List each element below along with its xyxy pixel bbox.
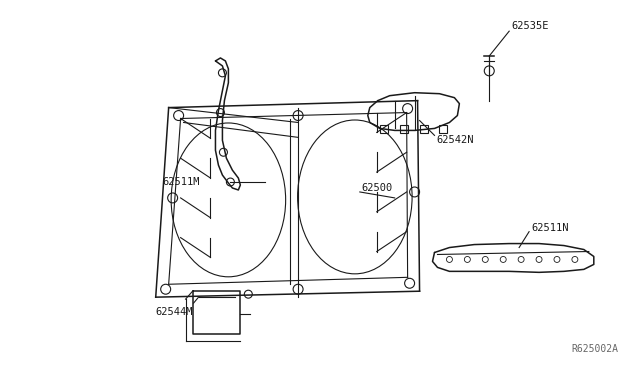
Bar <box>440 125 447 134</box>
Bar <box>380 125 388 134</box>
Bar <box>420 125 428 134</box>
Bar <box>399 125 408 134</box>
Text: 62535E: 62535E <box>511 21 548 31</box>
Text: 62511M: 62511M <box>163 177 200 187</box>
Text: 62511N: 62511N <box>531 223 568 233</box>
Text: 62542N: 62542N <box>436 135 474 145</box>
Text: 62500: 62500 <box>362 183 393 193</box>
Text: R625002A: R625002A <box>572 344 619 354</box>
Text: 62544M: 62544M <box>156 307 193 317</box>
